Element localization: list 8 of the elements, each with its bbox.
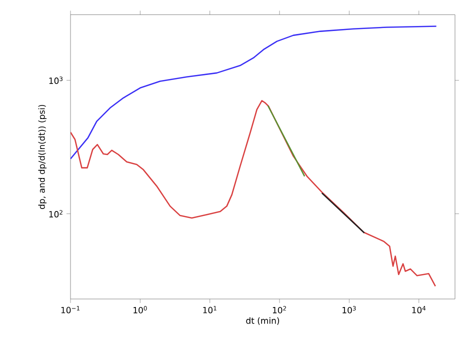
x-tick-label: 10$^{−1}$ (61, 306, 80, 314)
x-tick-label: 10$^{2}$ (272, 306, 286, 314)
x-tick-label: 10$^{1}$ (203, 306, 216, 314)
x-tick-label: 10$^{4}$ (412, 306, 426, 314)
x-tick-label: 10$^{0}$ (134, 306, 147, 314)
x-tick-label: 10$^{3}$ (342, 306, 356, 314)
y-axis-title: dp, and dp/d(ln(dt)) (psi) (38, 104, 47, 209)
x-axis-title: dt (min) (246, 317, 280, 325)
